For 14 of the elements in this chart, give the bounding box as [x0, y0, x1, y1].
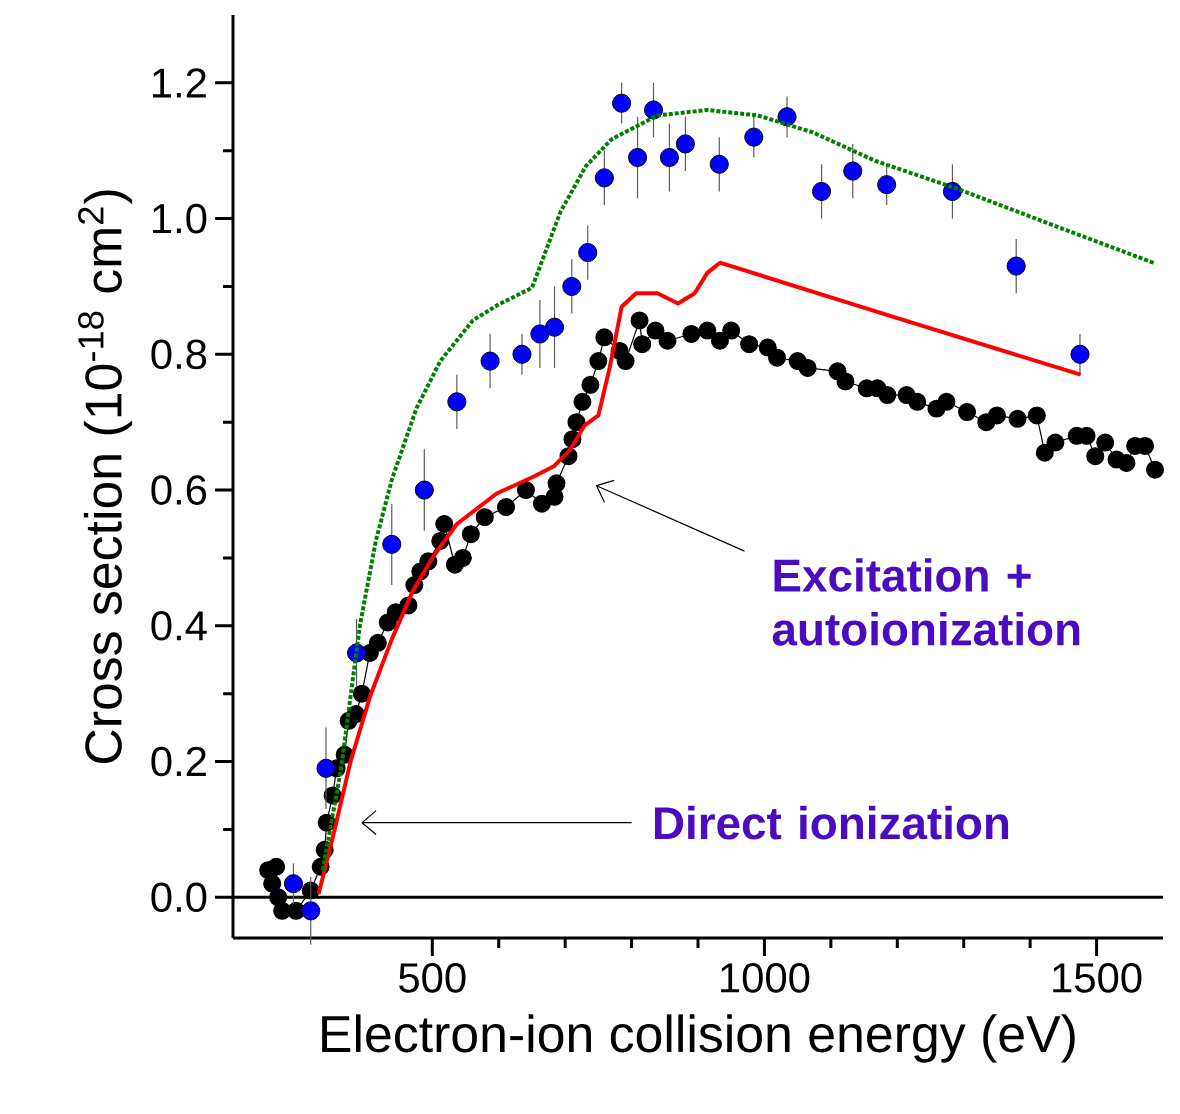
- y-tick-label: 1.0: [152, 203, 207, 234]
- x-tick-label: 500: [399, 963, 466, 993]
- x-axis-title: Electron-ion collision energy (eV): [322, 1014, 1075, 1063]
- y-tick-label: 0.0: [151, 882, 207, 913]
- annotation: Excitation + autoionization: [772, 558, 1080, 646]
- x-tick-label: 1000: [721, 963, 810, 993]
- annotation: Direct ionization: [654, 805, 1009, 840]
- y-tick-label: 0.8: [151, 339, 207, 370]
- y-tick-label: 0.2: [151, 746, 206, 777]
- y-tick-label: 1.2: [152, 68, 206, 98]
- y-axis-title: Cross section (10$^{-18}$ cm$^{2}$): [78, 190, 133, 764]
- y-tick-label: 0.6: [151, 475, 207, 505]
- y-tick-label: 0.4: [151, 610, 207, 641]
- x-tick-label: 1500: [1053, 963, 1142, 993]
